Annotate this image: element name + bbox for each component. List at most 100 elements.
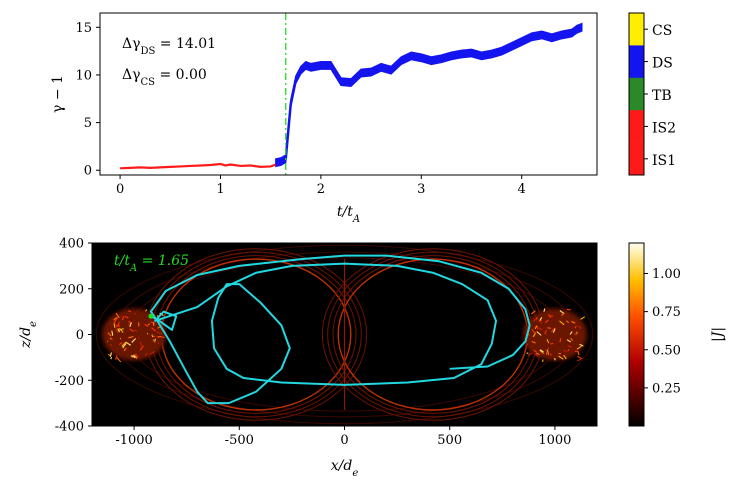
top-xtick-label: 4	[518, 182, 526, 197]
category-label: DS	[652, 56, 673, 72]
turbulent-filament	[121, 315, 125, 321]
turbulent-filament	[559, 320, 565, 326]
top-panel: 0 1 2 3 4 0 5 10 15 t/tA γ − 1 ΔγDS = 14.01 ΔγCS = 0…	[50, 12, 598, 225]
turbulent-filament	[127, 310, 132, 313]
category-swatch-cs	[629, 13, 644, 46]
turbulent-filament	[567, 348, 570, 352]
turbulent-filament	[107, 332, 112, 337]
turbulent-filament	[134, 356, 138, 359]
turbulent-filament	[535, 317, 538, 320]
turbulent-filament	[110, 357, 113, 360]
turbulent-filament	[133, 354, 136, 359]
turbulent-filament	[111, 330, 114, 336]
turbulent-filament	[149, 350, 155, 356]
turbulent-filament	[574, 332, 578, 335]
turbulent-filament	[129, 328, 134, 332]
bottom-xtick-label: -1000	[115, 433, 152, 448]
turbulent-filament	[563, 349, 567, 353]
turbulent-filament	[546, 339, 550, 344]
turbulent-filament	[156, 331, 162, 335]
turbulent-filament	[570, 337, 574, 342]
ds-band	[275, 22, 583, 168]
turbulent-filament	[558, 355, 564, 360]
turbulent-filament	[552, 328, 556, 333]
top-xtick-label: 3	[417, 182, 425, 197]
turbulent-filament	[133, 329, 138, 332]
turbulent-filament	[563, 354, 567, 360]
top-ytick-label: 5	[84, 116, 92, 131]
turbulent-filament	[574, 325, 577, 329]
bottom-ytick-label: -400	[55, 420, 84, 435]
turbulent-filament	[106, 340, 109, 343]
turbulent-filament	[538, 319, 542, 322]
turbulent-filament	[117, 328, 120, 333]
turbulent-filament	[533, 349, 537, 353]
turbulent-filament	[544, 330, 547, 335]
bottom-ytick-label: 200	[59, 282, 84, 297]
turbulent-filament	[565, 320, 570, 324]
colorbar-tick-label: 0.75	[652, 305, 681, 320]
bottom-xtick-label: -500	[225, 433, 254, 448]
outer-current-ring	[95, 244, 594, 425]
bottom-xtick-label: 0	[340, 433, 348, 448]
particle-current-position	[148, 313, 154, 319]
top-ytick-label: 10	[75, 68, 92, 83]
turbulent-filament	[131, 338, 137, 343]
top-xlabel: t/tA	[337, 204, 360, 225]
turbulent-filament	[115, 356, 122, 363]
outflow-glow	[102, 308, 167, 361]
is-series-line	[120, 162, 277, 170]
turbulent-filament	[559, 338, 562, 343]
turbulent-filament	[537, 326, 543, 331]
turbulent-filament	[113, 317, 118, 324]
turbulent-filament	[123, 347, 127, 352]
turbulent-filament	[578, 325, 582, 329]
category-swatch-ds	[629, 45, 644, 79]
turbulent-filament	[540, 321, 543, 324]
turbulent-filament	[539, 317, 543, 321]
turbulent-filament	[113, 316, 118, 321]
turbulent-filament	[567, 345, 573, 348]
top-ylabel: γ − 1	[50, 75, 66, 113]
turbulent-filament	[576, 345, 582, 350]
top-axes-frame	[99, 12, 598, 176]
colorbar-tick-label: 0.25	[652, 381, 681, 396]
turbulent-filament	[144, 352, 148, 357]
turbulent-filament	[125, 341, 132, 346]
top-xtick-label: 0	[116, 182, 124, 197]
turbulent-filament	[110, 344, 113, 347]
turbulent-filament	[525, 343, 529, 348]
current-colorbar	[628, 242, 645, 427]
turbulent-filament	[527, 352, 533, 356]
turbulent-filament	[160, 336, 165, 339]
top-category-colorbar: CS DS TB IS2 IS1	[628, 12, 676, 176]
turbulent-filament	[127, 322, 132, 326]
bottom-xtick-label: 1000	[538, 433, 571, 448]
turbulent-filament	[536, 331, 542, 336]
bottom-xlabel: x/de	[331, 458, 359, 479]
bottom-ytick-label: -200	[55, 374, 84, 389]
turbulent-filament	[118, 341, 123, 346]
turbulent-filament	[128, 336, 134, 339]
turbulent-filament	[561, 312, 565, 316]
turbulent-filament	[539, 349, 544, 353]
turbulent-filament	[531, 340, 536, 344]
category-label: IS2	[652, 120, 676, 136]
turbulent-filament	[139, 345, 144, 351]
bottom-panel: t/tA = 1.65 -1000 -500 0 500 1000 400 200 0 -200 -…	[18, 237, 598, 479]
turbulent-filament	[119, 328, 124, 331]
bottom-xtick-label: 500	[437, 433, 462, 448]
turbulent-filament	[151, 327, 156, 332]
ds-series-line	[275, 26, 583, 164]
top-ytick-label: 15	[75, 21, 92, 36]
turbulent-filament	[115, 328, 119, 334]
colorbar-tick-label: 1.00	[652, 267, 681, 282]
turbulent-filament	[151, 334, 154, 338]
turbulent-filament	[548, 327, 551, 329]
category-label: TB	[652, 88, 672, 104]
heatmap-current-structures	[95, 244, 594, 425]
bottom-colorbar: 1.00 0.75 0.50 0.25 |J|	[628, 242, 726, 427]
time-label: t/tA = 1.65	[114, 253, 189, 274]
turbulent-filament	[531, 310, 536, 315]
category-label: IS1	[652, 153, 676, 169]
